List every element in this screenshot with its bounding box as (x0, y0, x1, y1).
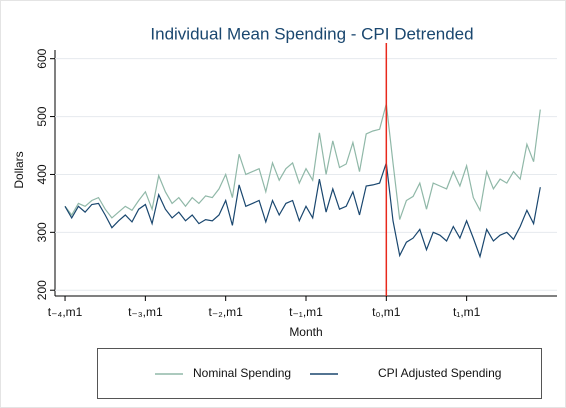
y-tick-label: 400 (35, 164, 49, 184)
x-tick-label: t₋₃,m1 (128, 305, 163, 319)
x-tick-label: t₋₁,m1 (289, 305, 323, 319)
series-line (64, 103, 541, 220)
y-tick-label: 600 (35, 48, 49, 68)
y-axis-title: Dollars (12, 151, 26, 188)
y-tick-label: 200 (35, 280, 49, 300)
x-tick-label: t₀,m1 (372, 305, 401, 319)
series-line (64, 162, 541, 259)
chart-title: Individual Mean Spending - CPI Detrended (150, 24, 473, 43)
x-tick-label: t₋₄,m1 (48, 305, 83, 319)
x-tick-label: t₋₂,m1 (209, 305, 244, 319)
y-tick-label: 300 (35, 222, 49, 242)
x-axis-title: Month (289, 325, 322, 339)
legend-label: Nominal Spending (193, 366, 291, 380)
y-tick-label: 500 (35, 106, 49, 126)
x-tick-label: t₁,m1 (453, 305, 481, 319)
legend-label: CPI Adjusted Spending (378, 366, 501, 380)
